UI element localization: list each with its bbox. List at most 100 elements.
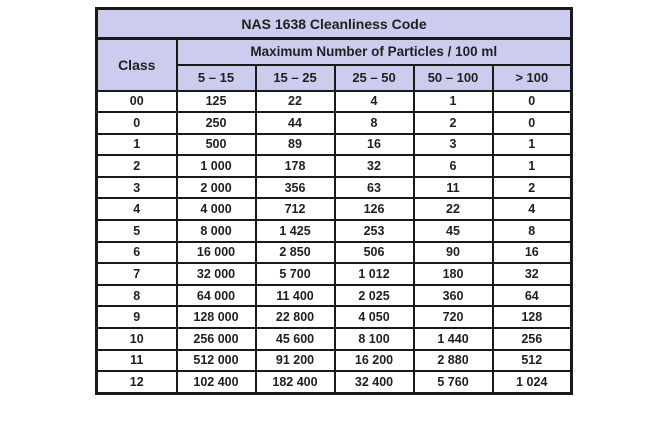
class-cell: 5 [95,219,178,243]
class-cell: 12 [95,370,178,395]
size-range-header: 50 – 100 [412,63,494,92]
value-cell: 1 024 [491,370,573,395]
value-cell: 4 [491,197,573,222]
value-cell: 32 400 [333,370,415,395]
value-cell: 1 [412,89,494,114]
value-cell: 128 000 [175,305,257,330]
value-cell: 22 [412,197,494,222]
value-cell: 253 [333,219,415,243]
class-cell: 6 [95,240,178,265]
value-cell: 3 [412,132,494,157]
value-cell: 2 [412,111,494,135]
particles-header-row: Class Maximum Number of Particles / 100 … [95,37,573,92]
value-cell: 22 800 [254,305,336,330]
value-cell: 2 880 [412,348,494,373]
class-cell: 10 [95,327,178,351]
value-cell: 32 [333,154,415,178]
value-cell: 11 [412,175,494,200]
class-cell: 3 [95,175,178,200]
table-row: 1 500 89 16 3 1 [95,132,573,157]
value-cell: 1 [491,154,573,178]
value-cell: 1 [491,132,573,157]
particles-column-header: Maximum Number of Particles / 100 ml [175,37,573,66]
table-row: 6 16 000 2 850 506 90 16 [95,240,573,265]
value-cell: 5 760 [412,370,494,395]
value-cell: 128 [491,305,573,330]
value-cell: 8 [491,219,573,243]
title-row: NAS 1638 Cleanliness Code [95,7,573,40]
value-cell: 2 850 [254,240,336,265]
table-row: 9 128 000 22 800 4 050 720 128 [95,305,573,330]
value-cell: 45 600 [254,327,336,351]
value-cell: 2 [491,175,573,200]
size-range-header-row: 5 – 15 15 – 25 25 – 50 50 – 100 > 100 [97,63,573,92]
value-cell: 250 [175,111,257,135]
value-cell: 125 [175,89,257,114]
value-cell: 2 025 [333,283,415,308]
value-cell: 6 [412,154,494,178]
size-range-header: 25 – 50 [333,63,415,92]
value-cell: 256 000 [175,327,257,351]
value-cell: 180 [412,262,494,286]
value-cell: 16 [333,132,415,157]
size-range-header: 5 – 15 [175,63,257,92]
class-column-header: Class [95,37,178,92]
value-cell: 44 [254,111,336,135]
value-cell: 506 [333,240,415,265]
value-cell: 4 050 [333,305,415,330]
value-cell: 182 400 [254,370,336,395]
value-cell: 89 [254,132,336,157]
table-row: 7 32 000 5 700 1 012 180 32 [95,262,573,286]
value-cell: 256 [491,327,573,351]
class-cell: 11 [95,348,178,373]
value-cell: 64 000 [175,283,257,308]
value-cell: 8 100 [333,327,415,351]
nas-1638-table: NAS 1638 Cleanliness Code Class Maximum … [95,7,574,395]
value-cell: 178 [254,154,336,178]
value-cell: 90 [412,240,494,265]
value-cell: 32 000 [175,262,257,286]
value-cell: 32 [491,262,573,286]
value-cell: 4 [333,89,415,114]
table-row: 0 250 44 8 2 0 [95,111,573,135]
value-cell: 0 [491,111,573,135]
class-cell: 1 [95,132,178,157]
class-cell: 0 [95,111,178,135]
value-cell: 64 [491,283,573,308]
value-cell: 1 000 [175,154,257,178]
value-cell: 356 [254,175,336,200]
value-cell: 11 400 [254,283,336,308]
value-cell: 16 [491,240,573,265]
value-cell: 2 000 [175,175,257,200]
value-cell: 1 012 [333,262,415,286]
table-row: 8 64 000 11 400 2 025 360 64 [95,283,573,308]
value-cell: 102 400 [175,370,257,395]
value-cell: 720 [412,305,494,330]
size-range-header: > 100 [491,63,573,92]
table-title: NAS 1638 Cleanliness Code [95,7,573,40]
value-cell: 22 [254,89,336,114]
value-cell: 16 000 [175,240,257,265]
class-cell: 4 [95,197,178,222]
value-cell: 16 200 [333,348,415,373]
class-cell: 8 [95,283,178,308]
value-cell: 45 [412,219,494,243]
table-row: 12 102 400 182 400 32 400 5 760 1 024 [95,370,573,395]
value-cell: 63 [333,175,415,200]
table-row: 11 512 000 91 200 16 200 2 880 512 [95,348,573,373]
value-cell: 360 [412,283,494,308]
table-row: 00 125 22 4 1 0 [95,89,573,114]
size-range-header: 15 – 25 [254,63,336,92]
value-cell: 8 [333,111,415,135]
value-cell: 1 440 [412,327,494,351]
class-cell: 00 [95,89,178,114]
value-cell: 1 425 [254,219,336,243]
value-cell: 8 000 [175,219,257,243]
value-cell: 4 000 [175,197,257,222]
value-cell: 5 700 [254,262,336,286]
value-cell: 500 [175,132,257,157]
